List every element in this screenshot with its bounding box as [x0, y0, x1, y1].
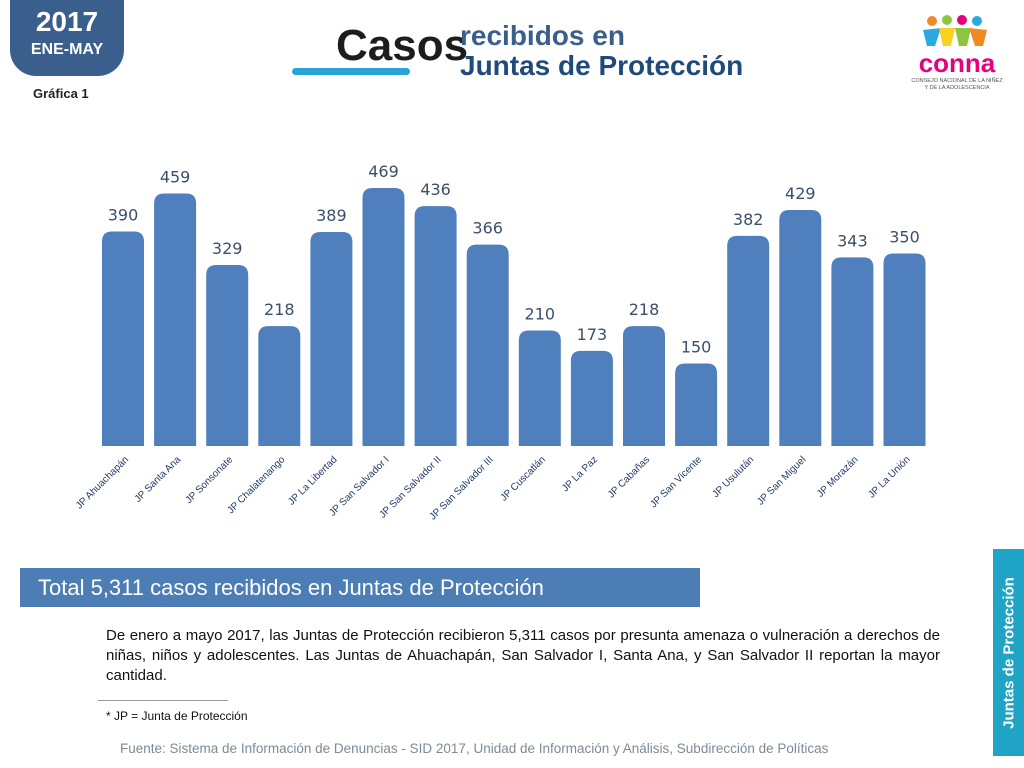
- bar: [258, 326, 301, 446]
- category-labels-group: JP Ahuachapán JP Santa Ana JP SonsonateJP …: [74, 454, 913, 522]
- title-underline: [292, 68, 410, 75]
- value-label: 329: [212, 239, 243, 258]
- bars-group: [102, 188, 926, 446]
- value-label: 366: [472, 219, 503, 238]
- value-label: 389: [316, 206, 347, 225]
- bar: [466, 244, 509, 446]
- bar: [779, 210, 822, 446]
- bar: [675, 363, 718, 446]
- bar: [831, 257, 874, 446]
- bar: [727, 235, 770, 446]
- value-label: 218: [629, 300, 660, 319]
- category-label: JP Ahuachapán: [74, 454, 131, 511]
- value-label: 382: [733, 210, 764, 229]
- year-text: 2017: [35, 6, 99, 37]
- year-badge: 2017 ENE-MAY: [10, 0, 124, 76]
- value-label: 150: [681, 337, 712, 356]
- category-label: JP La Unión: [866, 454, 912, 500]
- bar: [154, 193, 197, 446]
- value-label: 436: [420, 180, 451, 199]
- description-text: De enero a mayo 2017, las Juntas de Prot…: [106, 627, 940, 684]
- category-label: JP Usulután: [711, 454, 757, 500]
- category-label: JP La Paz: [560, 454, 600, 494]
- bar: [362, 188, 405, 446]
- value-label: 459: [160, 168, 191, 187]
- category-label: JP Morazán: [815, 454, 860, 499]
- value-label: 429: [785, 184, 816, 203]
- page-subtitle-1: recibidos en: [460, 20, 625, 51]
- bar: [102, 231, 144, 446]
- category-label: JP San Vicente: [648, 454, 704, 510]
- value-label: 343: [837, 231, 868, 250]
- value-labels-group: 390 459 329 218 389 469 436 366 210 173 218 150 382 4…: [108, 162, 920, 356]
- logo-caption-1: CONSEJO NACIONAL DE LA NIÑEZ: [911, 77, 1003, 84]
- period-text: ENE-MAY: [30, 41, 104, 58]
- bar: [518, 330, 561, 446]
- value-label: 469: [368, 162, 399, 181]
- source-text: Fuente: Sistema de Información de Denunc…: [120, 741, 829, 756]
- side-tab: Juntas de Protección: [993, 549, 1024, 756]
- bar: [623, 326, 665, 446]
- value-label: 350: [889, 227, 920, 246]
- bar: [310, 232, 353, 446]
- bar: [414, 206, 457, 446]
- category-label: JP Chalatenango: [226, 454, 288, 516]
- category-label: JP La Libertad: [286, 454, 339, 507]
- page-subtitle-2: Juntas de Protección: [460, 50, 744, 81]
- conna-logo: conna CONSEJO NACIONAL DE LA NIÑEZ Y DE …: [911, 15, 1003, 91]
- value-label: 218: [264, 300, 295, 319]
- category-label: JP Cuscatlán: [499, 454, 548, 503]
- value-label: 173: [577, 325, 608, 344]
- category-label: JP Cabañas: [606, 454, 652, 500]
- footnote-divider: [98, 700, 228, 701]
- logo-brand: conna: [919, 48, 996, 78]
- category-label: JP San Miguel: [755, 454, 808, 507]
- page-title: Casos: [336, 21, 469, 70]
- people-icon: [923, 15, 987, 46]
- side-tab-label: Juntas de Protección: [1000, 576, 1017, 729]
- value-label: 210: [525, 304, 556, 323]
- category-label: JP Santa Ana: [133, 454, 184, 505]
- bar-chart: 390 459 329 218 389 469 436 366 210 173 218 150 382 4…: [74, 162, 926, 523]
- category-label: JP Sonsonate: [184, 454, 236, 506]
- bar: [570, 350, 613, 446]
- value-label: 390: [108, 205, 139, 224]
- bar: [883, 253, 926, 446]
- bar: [206, 265, 249, 446]
- figure-label: Gráfica 1: [33, 86, 89, 101]
- logo-caption-2: Y DE LA ADOLESCENCIA: [924, 85, 989, 91]
- footnote: * JP = Junta de Protección: [106, 709, 248, 723]
- total-banner: Total 5,311 casos recibidos en Juntas de…: [20, 568, 700, 607]
